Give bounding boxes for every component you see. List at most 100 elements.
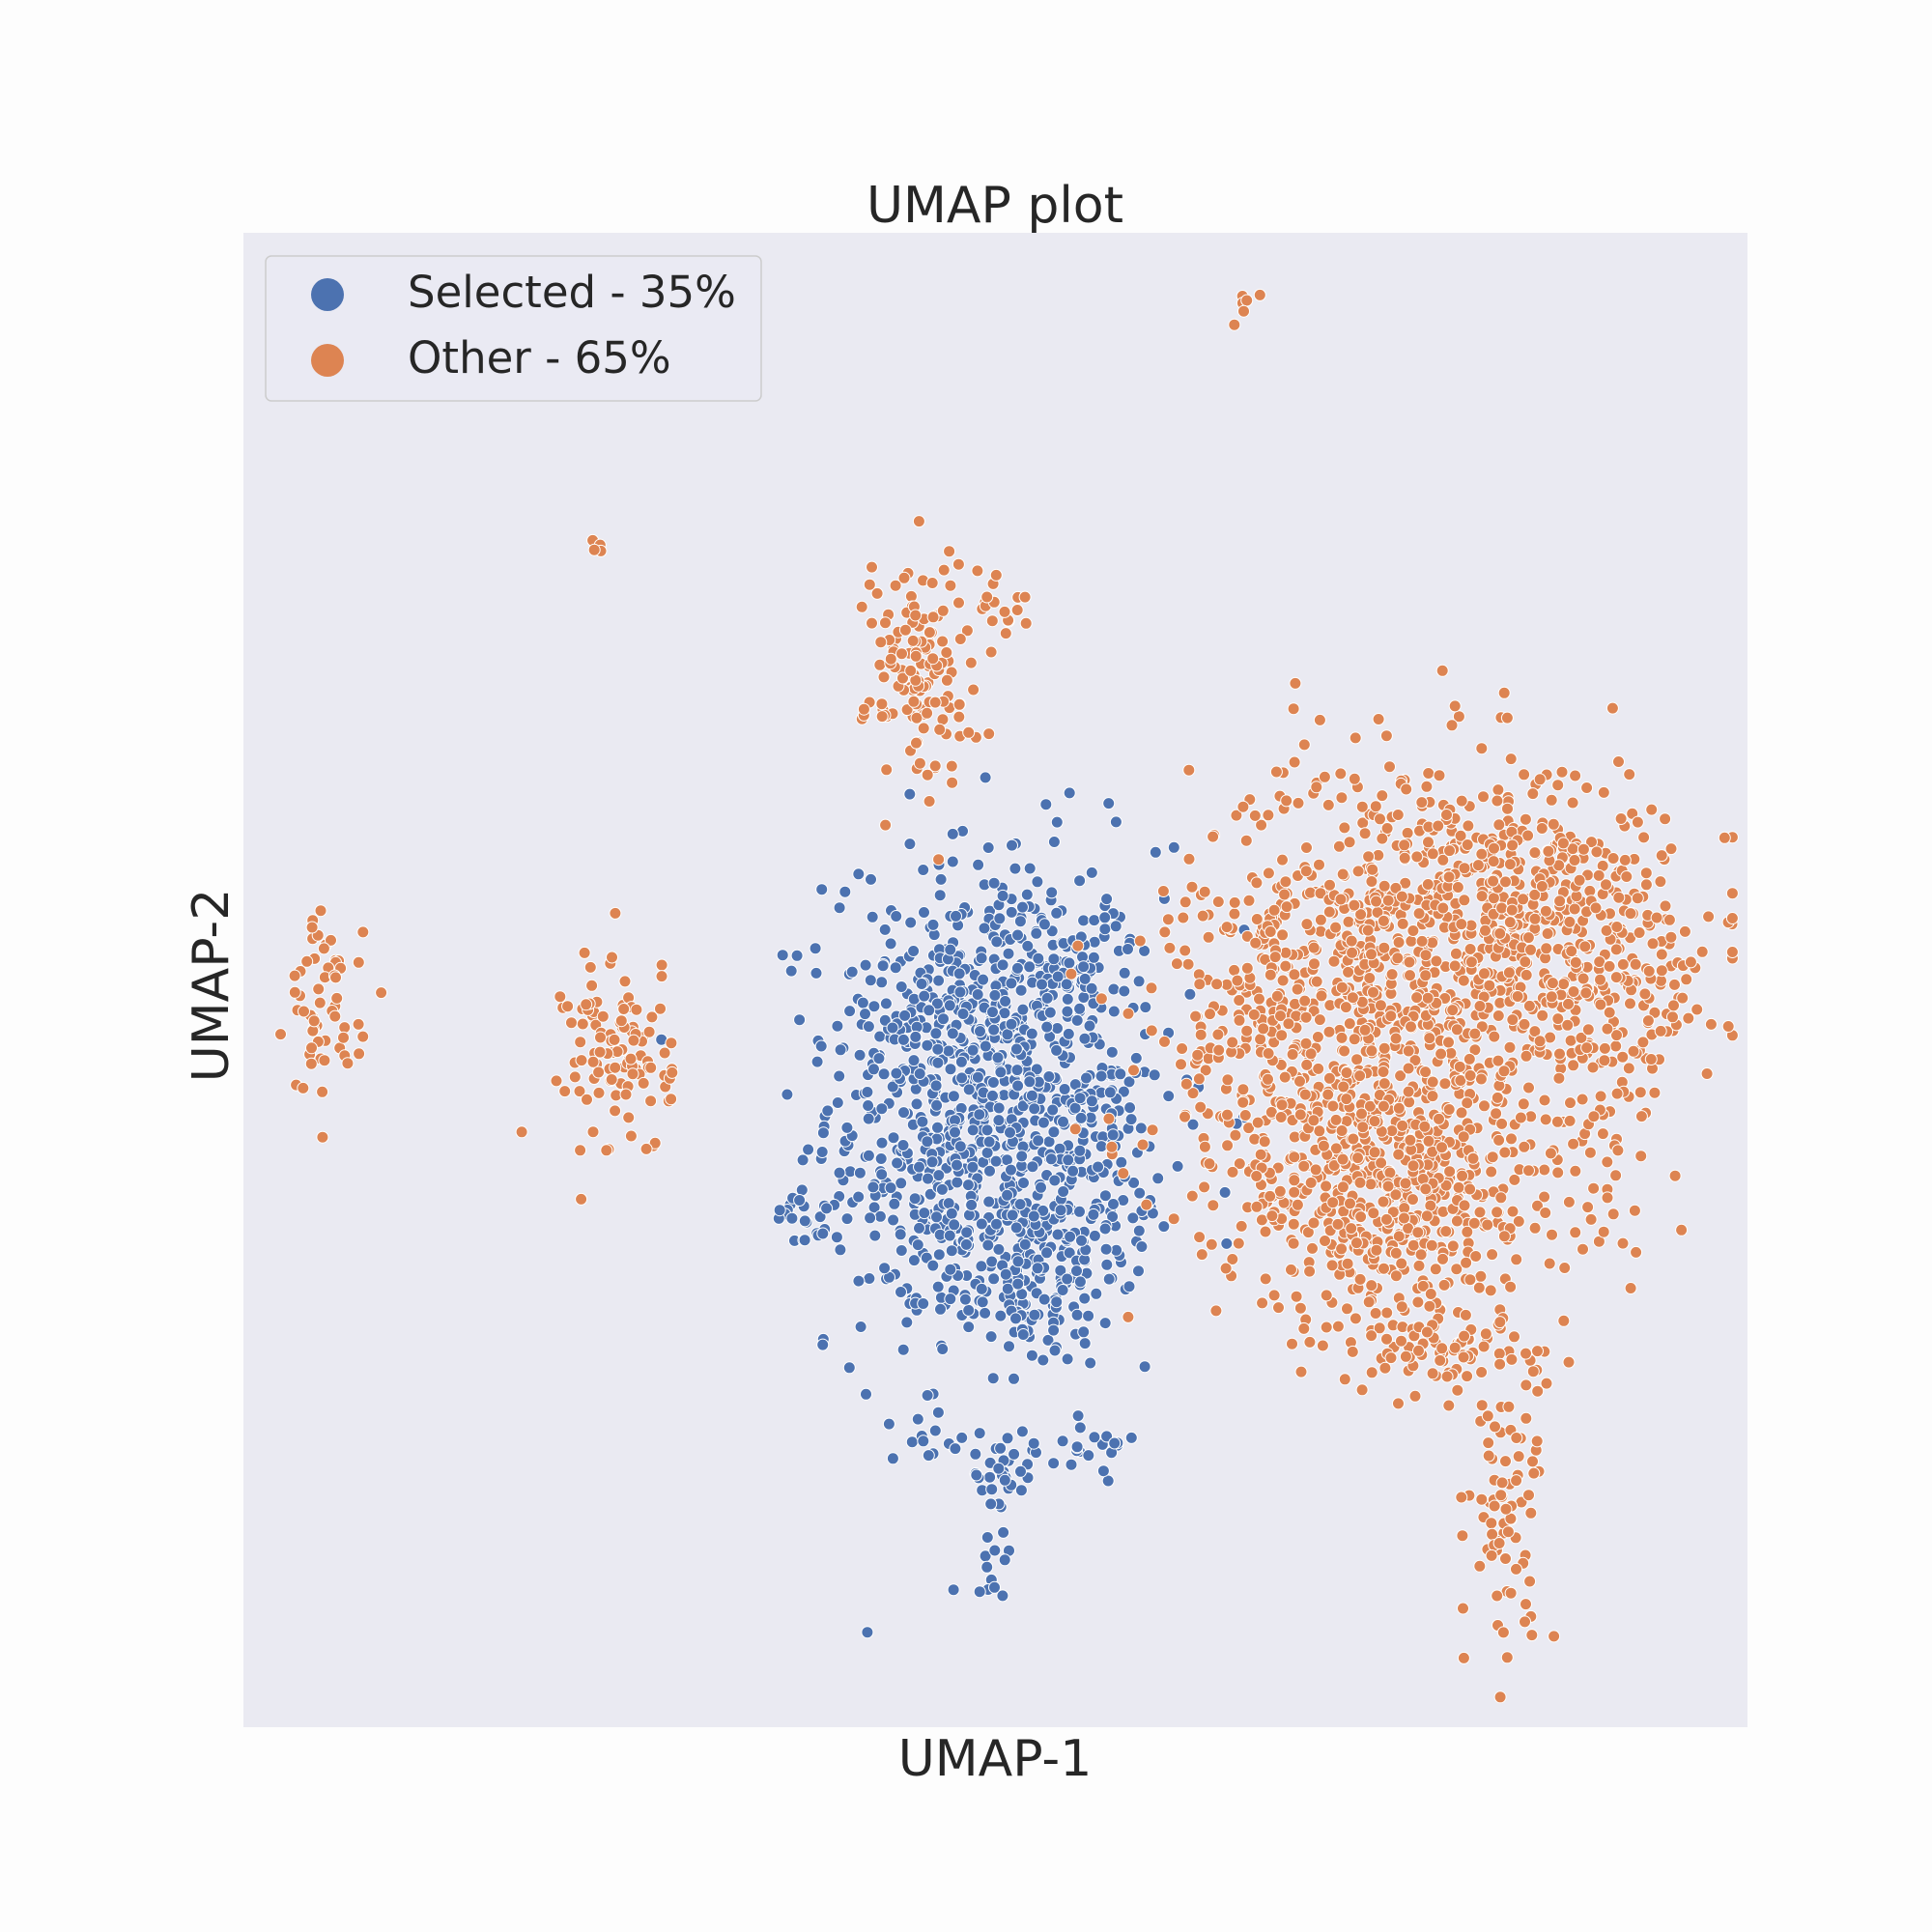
scatter-point [1047, 836, 1061, 848]
scatter-point [1236, 800, 1250, 813]
scatter-point [1725, 887, 1739, 900]
scatter-point [1194, 1028, 1208, 1041]
scatter-point [1299, 865, 1313, 878]
scatter-point [815, 1146, 829, 1158]
scatter-point [1334, 767, 1348, 781]
scatter-point [894, 1228, 907, 1241]
scatter-point [1250, 913, 1264, 925]
scatter-point [1037, 918, 1051, 931]
scatter-point [1462, 819, 1475, 833]
scatter-point [790, 949, 804, 962]
scatter-point [1579, 986, 1593, 1000]
scatter-point [875, 1168, 889, 1181]
scatter-point [1315, 989, 1328, 1003]
scatter-point [1256, 1296, 1269, 1310]
scatter-point [1503, 1040, 1517, 1054]
scatter-point [1471, 859, 1485, 872]
scatter-point [879, 997, 893, 1010]
scatter-point [966, 1160, 980, 1174]
scatter-point [1512, 1214, 1525, 1228]
scatter-point [896, 1033, 910, 1046]
scatter-point [1106, 1128, 1120, 1142]
scatter-point [946, 827, 959, 840]
scatter-point [1308, 957, 1321, 971]
scatter-point [1675, 1223, 1689, 1236]
scatter-point [874, 1152, 888, 1165]
scatter-point [1528, 888, 1542, 901]
scatter-point [1474, 1072, 1488, 1086]
scatter-point [1535, 822, 1548, 835]
scatter-point [865, 872, 877, 886]
scatter-point [1378, 941, 1391, 954]
scatter-point [1486, 1248, 1499, 1262]
scatter-point [288, 985, 301, 999]
scatter-point [1268, 951, 1282, 964]
scatter-point [931, 1406, 945, 1419]
scatter-point [1254, 1033, 1267, 1046]
scatter-point [1011, 928, 1024, 942]
scatter-point [1342, 965, 1355, 979]
scatter-point [1074, 1111, 1088, 1124]
scatter-point [944, 943, 957, 956]
scatter-point [1404, 1133, 1417, 1147]
scatter-point [1117, 1167, 1130, 1180]
scatter-point [1085, 1094, 1098, 1108]
scatter-point [1313, 1013, 1326, 1027]
scatter-points [274, 288, 1739, 1704]
scatter-point [1396, 917, 1409, 930]
scatter-point [982, 727, 996, 741]
scatter-point [1374, 812, 1386, 826]
scatter-point [1421, 991, 1435, 1005]
scatter-point [916, 1115, 929, 1128]
scatter-point [1577, 1242, 1589, 1256]
scatter-point [980, 590, 994, 604]
scatter-point [776, 949, 789, 962]
scatter-point [297, 1081, 310, 1094]
scatter-point [887, 1213, 900, 1227]
scatter-point [1419, 949, 1433, 962]
scatter-point [1555, 765, 1569, 779]
scatter-point [945, 759, 958, 773]
scatter-point [1545, 990, 1558, 1004]
scatter-point [876, 959, 890, 973]
scatter-point [1378, 1041, 1391, 1055]
scatter-point [1517, 893, 1530, 906]
scatter-point [1381, 1179, 1395, 1193]
scatter-point [949, 1442, 962, 1456]
scatter-point [867, 1180, 880, 1194]
scatter-point [626, 1067, 639, 1081]
scatter-point [1629, 957, 1642, 971]
scatter-point [1287, 1217, 1300, 1231]
scatter-point [655, 958, 668, 972]
chart-title: UMAP plot [867, 177, 1123, 235]
scatter-point [1320, 1321, 1333, 1334]
scatter-point [985, 614, 999, 628]
scatter-point [1094, 1069, 1108, 1083]
scatter-point [1467, 1216, 1481, 1230]
scatter-point [831, 1096, 844, 1109]
scatter-point [1491, 1091, 1504, 1104]
scatter-point [1372, 713, 1385, 725]
scatter-point [1448, 959, 1462, 973]
scatter-point [1322, 1025, 1336, 1038]
scatter-point [852, 867, 866, 881]
scatter-point [979, 1039, 992, 1053]
scatter-point [965, 1198, 979, 1211]
scatter-point [996, 1589, 1009, 1603]
scatter-point [1504, 1280, 1518, 1293]
scatter-point [1329, 1113, 1343, 1126]
scatter-point [1078, 972, 1092, 985]
scatter-point [1377, 1195, 1390, 1208]
scatter-point [1383, 760, 1396, 774]
scatter-point [1500, 1651, 1514, 1664]
scatter-point [1408, 1054, 1422, 1067]
scatter-point [1297, 1159, 1311, 1173]
scatter-point [975, 1260, 988, 1273]
scatter-point [1435, 664, 1449, 677]
scatter-point [976, 1295, 989, 1309]
scatter-point [1288, 1174, 1301, 1187]
scatter-point [578, 946, 591, 959]
scatter-point [961, 1179, 975, 1192]
scatter-point [1258, 1135, 1271, 1149]
scatter-point [1274, 1111, 1288, 1123]
